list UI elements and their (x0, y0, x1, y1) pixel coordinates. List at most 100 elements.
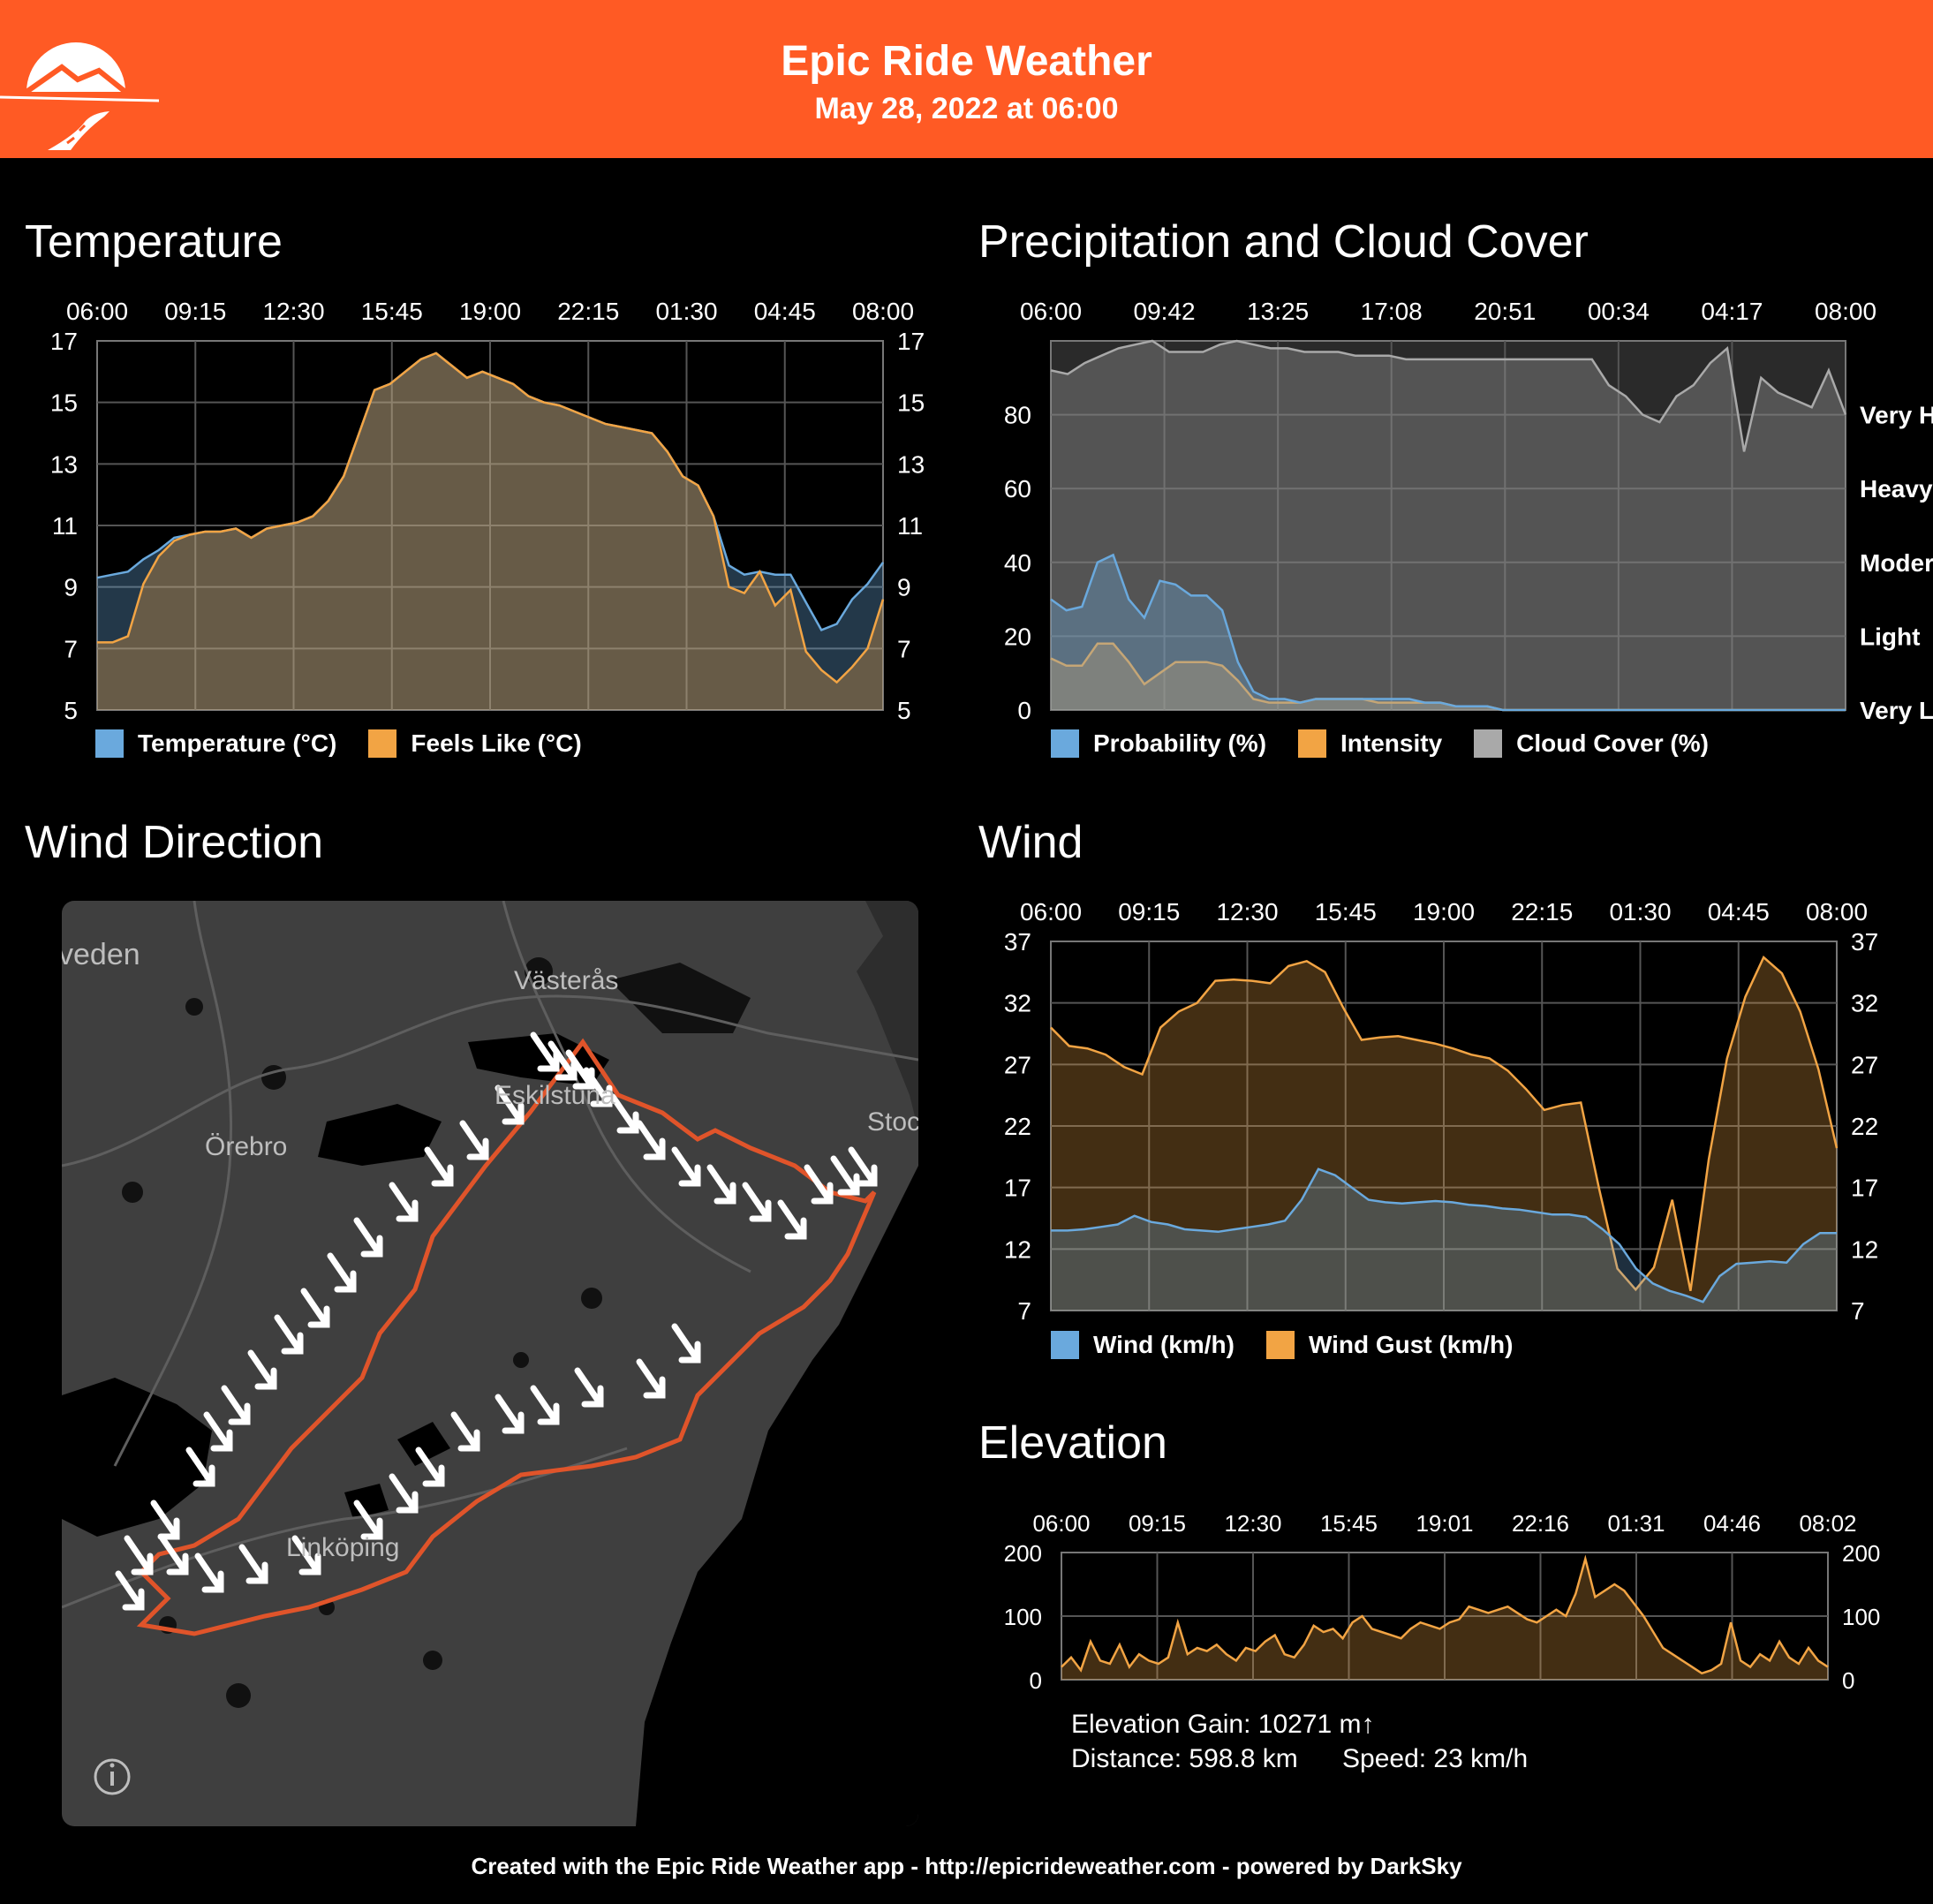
series-line-1 (1050, 956, 1839, 1292)
map-label-linkoping: Linköping (286, 1533, 399, 1562)
y-tick-label: 60 (1004, 475, 1031, 502)
series-line-0 (1050, 553, 1846, 712)
wind-arrow-icon (424, 1146, 454, 1187)
wind-arrow-icon (185, 1447, 215, 1487)
x-tick-label: 15:45 (361, 298, 423, 325)
wind-arrow-icon (706, 1164, 736, 1205)
series-area-0 (1051, 555, 1846, 710)
header-bar: Epic Ride Weather May 28, 2022 at 06:00 (0, 0, 1933, 158)
temperature-chart: 06:00 09:15 12:30 15:45 19:00 22:15 01:30 04:45… (50, 298, 925, 724)
legend-wind-gust: Wind Gust (km/h) (1265, 1331, 1513, 1359)
wind-arrow-icon (115, 1570, 145, 1611)
wind-arrow-icon (274, 1314, 304, 1355)
intensity-label: Light (1860, 623, 1920, 650)
legend-intensity: Intensity (1298, 729, 1442, 758)
series-line-2 (1050, 339, 1847, 452)
elevation-chart: 06:00 09:15 12:30 15:45 19:01 22:16 01:31 04:46… (1004, 1510, 1881, 1694)
wind-arrow-icon (203, 1411, 233, 1452)
y2-tick-label: 15 (897, 389, 925, 417)
ride-date: May 28, 2022 at 06:00 (814, 92, 1119, 125)
intensity-label: Very Heavy (1860, 402, 1933, 429)
wind-legend: Wind (km/h) Wind Gust (km/h) (1051, 1331, 1544, 1359)
wind-arrow-icon (495, 1084, 525, 1125)
y-tick-label: 11 (52, 512, 78, 540)
map-label-stockholm: Stoc (867, 1107, 918, 1137)
x-tick-label: 04:45 (754, 298, 816, 325)
x-tick-label: 04:46 (1703, 1510, 1761, 1537)
wind-arrow-icon (327, 1252, 357, 1293)
wind-arrow-icon (221, 1385, 251, 1425)
x-tick-label: 12:30 (262, 298, 324, 325)
y2-tick-label: 9 (897, 574, 911, 601)
y-tick-label: 27 (1004, 1051, 1031, 1078)
wind-direction-map[interactable]: veden Västerås Örebro Eskilstuna Linköpi… (62, 901, 918, 1826)
wind-arrow-icon (530, 1385, 560, 1425)
precipitation-chart: 06:00 09:42 13:25 17:08 20:51 00:34 04:17 08:00… (1004, 298, 1933, 724)
wind-arrow-icon (159, 1535, 189, 1575)
x-tick-label: 19:01 (1416, 1510, 1473, 1537)
series-area-0 (1051, 1168, 1837, 1311)
y-tick-label: 12 (1004, 1235, 1031, 1263)
y-tick-label: 100 (1004, 1604, 1042, 1630)
x-tick-label: 20:51 (1474, 298, 1536, 325)
y-tick-label: 13 (50, 450, 78, 478)
wind-arrow-icon (124, 1535, 154, 1575)
x-tick-label: 09:15 (1118, 898, 1180, 926)
legend-cloud-cover: Cloud Cover (%) (1474, 729, 1709, 758)
wind-arrow-icon (495, 1394, 525, 1434)
y-tick-label: 9 (64, 574, 78, 601)
x-tick-label: 22:15 (557, 298, 619, 325)
x-tick-label: 04:45 (1708, 898, 1770, 926)
wind-arrow-icon (194, 1553, 224, 1593)
x-tick-label: 19:00 (1413, 898, 1475, 926)
y-tick-label: 40 (1004, 549, 1031, 577)
wind-arrow-icon (777, 1199, 807, 1240)
y2-tick-label: 5 (897, 697, 911, 724)
y-tick-label: 0 (1017, 697, 1031, 724)
series-area-1 (1051, 957, 1837, 1311)
speed: Speed: 23 km/h (1342, 1744, 1529, 1773)
wind-arrow-icon (583, 1067, 613, 1107)
wind-arrow-icon (291, 1535, 321, 1575)
y2-tick-label: 7 (897, 635, 911, 662)
y2-tick-label: 7 (1851, 1297, 1865, 1325)
x-tick-label: 06:00 (1032, 1510, 1090, 1537)
wind-chart: 06:00 09:15 12:30 15:45 19:00 22:15 01:30 04:45… (1004, 898, 1878, 1325)
y-tick-label: 5 (64, 697, 78, 724)
x-tick-label: 00:34 (1588, 298, 1650, 325)
wind-arrow-icon (238, 1544, 268, 1584)
elevation-gain: Elevation Gain: 10271 m↑ (1071, 1710, 1375, 1739)
x-tick-label: 01:30 (1609, 898, 1671, 926)
y-tick-label: 0 (1030, 1667, 1042, 1694)
x-tick-label: 15:45 (1315, 898, 1377, 926)
wind-arrow-icon (848, 1146, 878, 1187)
y-tick-label: 17 (50, 328, 78, 355)
x-tick-label: 08:00 (1806, 898, 1868, 926)
y2-tick-label: 17 (1851, 1175, 1878, 1202)
wind-arrow-icon (300, 1288, 330, 1328)
x-tick-label: 22:16 (1512, 1510, 1569, 1537)
x-tick-label: 09:15 (1129, 1510, 1186, 1537)
y-tick-label: 37 (1004, 928, 1031, 956)
intensity-label: Very Light (1860, 697, 1933, 724)
x-tick-label: 08:02 (1799, 1510, 1856, 1537)
legend-wind: Wind (km/h) (1051, 1331, 1235, 1359)
series-area-1 (97, 352, 883, 710)
x-tick-label: 04:17 (1701, 298, 1763, 325)
y2-tick-label: 32 (1851, 990, 1878, 1017)
x-tick-label: 22:15 (1511, 898, 1573, 926)
wind-arrow-icon (353, 1217, 383, 1258)
logo-icon (0, 42, 159, 150)
series-line-0 (1051, 1167, 1837, 1303)
intensity-label: Moderate (1860, 549, 1933, 577)
info-icon[interactable] (94, 1758, 131, 1795)
wind-arrow-icon (671, 1323, 701, 1364)
wind-arrow-icon (742, 1182, 772, 1222)
footer-credits: Created with the Epic Ride Weather app -… (471, 1853, 1462, 1879)
wind-arrow-icon (530, 1031, 560, 1072)
x-tick-label: 12:30 (1224, 1510, 1281, 1537)
y2-tick-label: 11 (897, 512, 923, 540)
wind-arrow-icon (636, 1358, 666, 1399)
y-tick-label: 7 (64, 635, 78, 662)
y-tick-label: 15 (50, 389, 78, 417)
